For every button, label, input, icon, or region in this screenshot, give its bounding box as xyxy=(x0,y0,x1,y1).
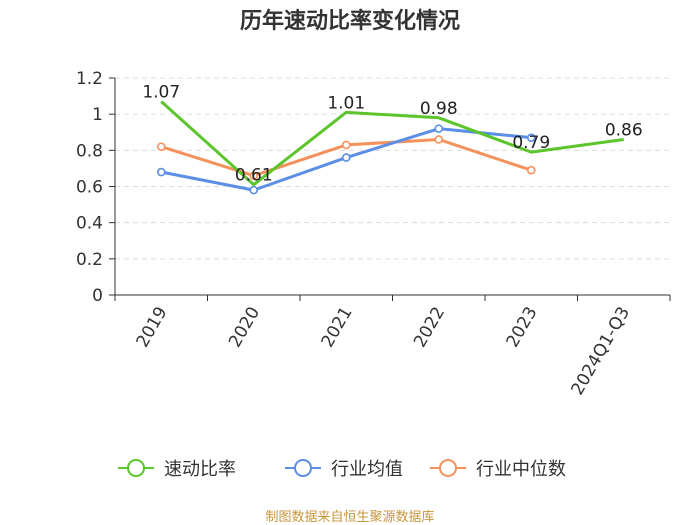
legend-item-2[interactable]: 行业中位数 xyxy=(430,459,566,480)
data-label: 0.98 xyxy=(420,99,458,119)
grid-lines xyxy=(115,77,670,260)
series-point xyxy=(156,142,166,152)
legend-swatch-marker xyxy=(294,459,312,477)
x-tick-label: 2021 xyxy=(318,304,357,351)
data-label: 1.07 xyxy=(142,83,180,103)
series-point xyxy=(249,171,259,180)
y-tick-label: 0.6 xyxy=(76,178,103,198)
chart-title: 历年速动比率变化情况 xyxy=(240,8,460,34)
source-note: 制图数据来自恒生聚源数据库 xyxy=(265,509,434,525)
legend-label: 行业均值 xyxy=(331,459,403,480)
axes: 0 0.2 0.4 0.6 0.8 1 1.2 2019 2020 2021 2022 2023 202… xyxy=(76,69,671,399)
series-point xyxy=(156,167,166,177)
x-tick-label: 2024Q1-Q3 xyxy=(568,304,635,399)
series-point xyxy=(434,124,444,133)
legend-item-0[interactable]: 速动比率 xyxy=(118,459,236,480)
series-point xyxy=(341,140,351,150)
series-line-0 xyxy=(160,100,624,187)
legend[interactable]: 速动比率 行业均值 行业中位数 xyxy=(118,459,566,480)
series-point xyxy=(526,165,536,175)
y-tick-label: 1.2 xyxy=(76,69,103,89)
data-label: 0.79 xyxy=(512,133,550,153)
y-tick-label: 1 xyxy=(92,105,103,125)
x-tick-label: 2020 xyxy=(225,304,264,351)
data-label: 0.86 xyxy=(605,120,643,140)
x-tick-label: 2023 xyxy=(503,304,542,351)
y-tick-label: 0.2 xyxy=(76,250,103,270)
series-group xyxy=(156,100,624,195)
legend-swatch-marker xyxy=(127,459,145,477)
data-label: 0.61 xyxy=(235,166,273,186)
x-tick-label: 2019 xyxy=(133,304,172,351)
data-label: 1.01 xyxy=(327,93,365,113)
legend-swatch-marker xyxy=(439,459,457,477)
series-point xyxy=(434,135,444,144)
legend-label: 速动比率 xyxy=(164,459,236,480)
x-tick-label: 2022 xyxy=(410,304,449,351)
data-labels: 1.07 0.61 1.01 0.98 0.79 0.86 xyxy=(142,83,642,186)
series-point xyxy=(526,133,536,142)
series-point xyxy=(341,153,351,162)
series-point xyxy=(249,185,259,195)
y-tick-label: 0.4 xyxy=(76,214,103,234)
legend-label: 行业中位数 xyxy=(476,459,566,480)
legend-item-1[interactable]: 行业均值 xyxy=(285,459,403,480)
y-tick-label: 0.8 xyxy=(76,141,103,161)
y-tick-label: 0 xyxy=(92,286,103,306)
